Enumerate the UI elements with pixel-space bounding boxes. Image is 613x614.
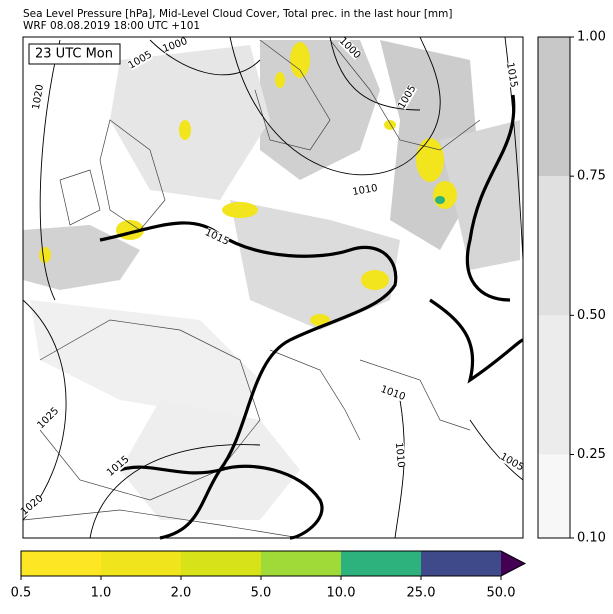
title-line: WRF 08.08.2019 18:00 UTC +101 [23,20,200,32]
precip-area [275,72,285,88]
precip-colorbar-tick-label: 50.0 [487,586,516,601]
contour-label-bg [35,405,61,431]
cloud-area [110,45,270,200]
precip-area [290,42,310,78]
precip-colorbar-tick-label: 2.0 [171,586,192,601]
precip-colorbar-frame [20,550,527,577]
cloud-colorbar-segment [538,454,570,538]
isobar-bold [119,464,324,540]
isobar-bold [429,298,524,384]
precip-area [416,138,444,182]
coastline [59,169,101,226]
precip-colorbar-tick-label: 10.0 [327,586,356,601]
contour-label-bg [352,182,378,198]
contour-label-bg [396,84,418,110]
precip-colorbar-tick-label: 25.0 [407,586,436,601]
contour-label-bg [162,36,188,54]
precip-colorbar-segment [261,551,341,576]
precip-area [361,270,389,290]
contour-label: 1015 [504,62,519,89]
coastline [359,359,471,431]
precip-colorbar-segment [181,551,261,576]
precip-area [310,314,330,326]
contour-label-bg [30,84,46,110]
coastline [39,319,261,501]
contour-label: 1020 [31,84,46,111]
isobar [149,39,261,76]
time-box [28,43,121,65]
contour-label-bg [105,454,131,478]
contour-label: 1010 [393,442,406,468]
contour-label-bg [504,62,520,88]
cloud-colorbar-segment [538,176,570,316]
precip-area [433,181,457,209]
contour-label-bg [499,451,525,473]
isobar [39,39,61,301]
precip-colorbar-segment [421,551,501,576]
precip-colorbar-tick-label: 1.0 [91,586,112,601]
cloud-colorbar-segment [538,315,570,455]
contour-label-bg [204,227,230,247]
map-frame [22,36,524,539]
cloud-area [30,300,260,420]
precip-colorbar-extend [501,551,525,576]
coastline [254,39,331,151]
isobar [229,36,441,176]
coastline [269,349,361,441]
precip-colorbar-segment [21,551,101,576]
cloud-area [230,200,400,330]
cloud-colorbar-segment [538,37,570,177]
cloud-colorbar-tick-label: 1.00 [577,30,606,45]
contour-label-bg [393,442,407,468]
contour-label-bg [380,384,406,402]
contour-label-bg [19,493,45,517]
cloud-colorbar-tick-label: 0.75 [577,169,606,184]
precip-colorbar-segment [341,551,421,576]
contour-label-bg [127,49,153,71]
cloud-colorbar-frame [537,36,571,539]
precip-core [435,196,445,204]
precip-area [384,120,396,130]
precip-area [222,202,258,218]
cloud-colorbar-tick-label: 0.50 [577,308,606,323]
title-line: Sea Level Pressure [hPa], Mid-Level Clou… [23,8,453,20]
precip-colorbar-segment [101,551,181,576]
contour-label-bg [337,35,363,61]
isobar-bold [465,94,516,302]
cloud-area [120,400,300,520]
coastline [329,39,481,151]
precip-area [39,247,51,263]
cloud-colorbar-tick-label: 0.25 [577,447,606,462]
isobar [394,399,405,539]
cloud-area [23,225,140,290]
precip-colorbar-tick-label: 5.0 [251,586,272,601]
precip-colorbar-tick-label: 0.5 [11,586,32,601]
coastline [22,509,301,539]
time-label: 23 UTC Mon [35,47,113,62]
cloud-colorbar-tick-label: 0.10 [577,531,606,546]
precip-area [179,120,191,140]
isobar [469,419,524,481]
contour-label: 1010 [352,183,379,198]
